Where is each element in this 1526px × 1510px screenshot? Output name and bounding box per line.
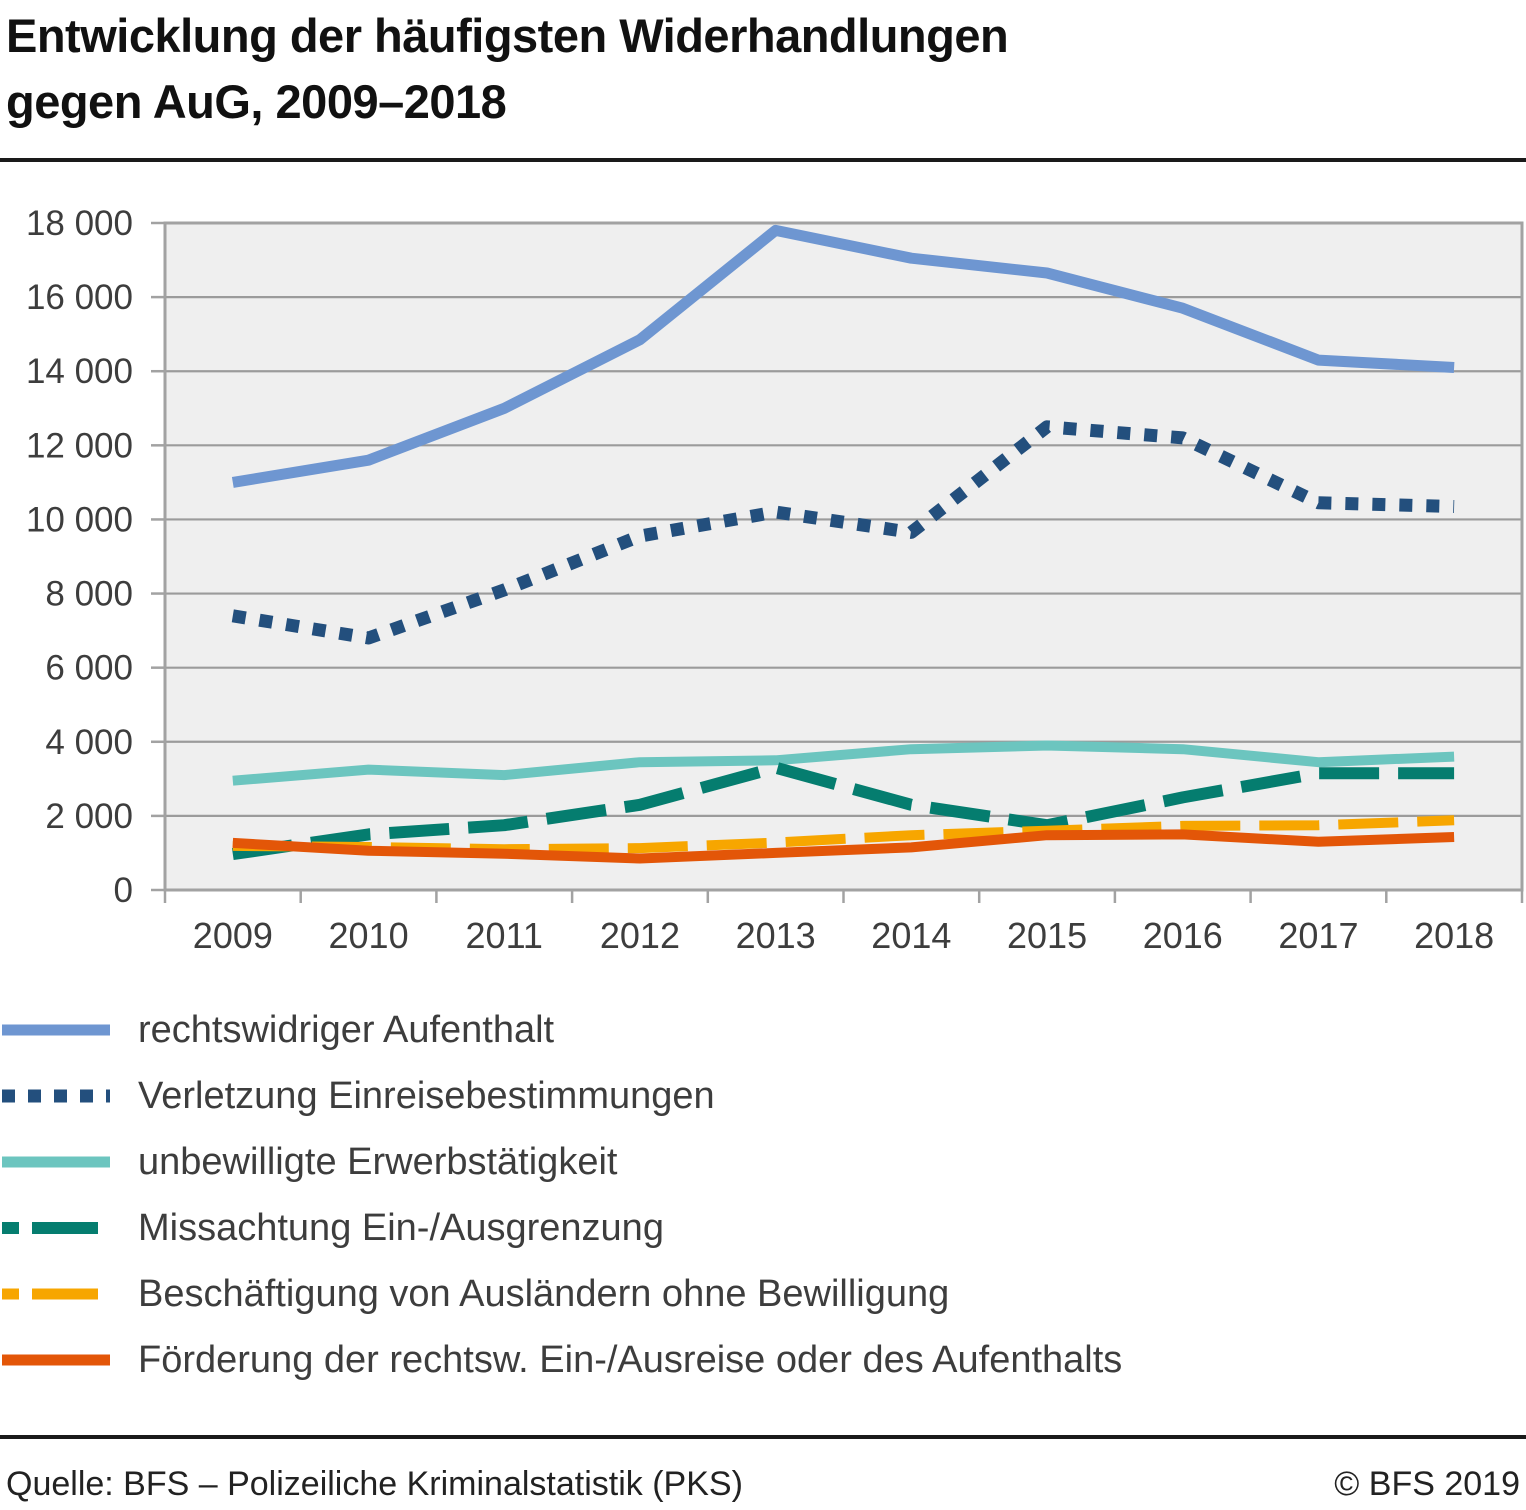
x-axis-label: 2010 (329, 915, 409, 956)
legend-item: rechtswidriger Aufenthalt (0, 1008, 554, 1052)
legend-label: Förderung der rechtsw. Ein-/Ausreise ode… (138, 1338, 1123, 1381)
y-axis-label: 16 000 (26, 278, 133, 317)
y-axis-label: 10 000 (26, 500, 133, 539)
legend-swatch-solid-line (2, 1156, 110, 1168)
x-axis-label: 2017 (1278, 915, 1358, 956)
legend-label: Beschäftigung von Ausländern ohne Bewill… (138, 1272, 950, 1315)
title-divider (0, 158, 1526, 162)
series-line-missachtung-ein-ausgrenzung (231, 761, 1455, 861)
legend-swatch-solid-line (2, 1354, 110, 1366)
legend-item: unbewilligte Erwerbstätigkeit (0, 1140, 617, 1184)
page-title-line1: Entwicklung der häufigsten Widerhandlung… (6, 9, 1009, 62)
series-line-verletzung-einreisebestimmungen (231, 420, 1455, 645)
plot-frame (163, 221, 1524, 892)
legend-item: Beschäftigung von Ausländern ohne Bewill… (0, 1272, 949, 1316)
legend-item: Missachtung Ein-/Ausgrenzung (0, 1206, 664, 1250)
legend-label: Verletzung Einreisebestimmungen (138, 1074, 715, 1117)
y-axis-label: 2 000 (45, 797, 133, 836)
series-line-rechtswidriger-aufenthalt (231, 224, 1455, 488)
y-axis-label: 4 000 (45, 723, 133, 762)
y-axis-label: 18 000 (26, 204, 133, 243)
legend-label: unbewilligte Erwerbstätigkeit (138, 1140, 618, 1183)
x-axis-label: 2009 (193, 915, 273, 956)
y-axis-label: 14 000 (26, 352, 133, 391)
legend-label: Missachtung Ein-/Ausgrenzung (138, 1206, 664, 1249)
footer-divider (0, 1435, 1526, 1439)
plot-area (165, 223, 1522, 890)
series-line-unbewilligte-erwerbstätigkeit (232, 740, 1455, 786)
x-axis-label: 2018 (1414, 915, 1494, 956)
y-axis-label: 8 000 (45, 575, 133, 614)
x-axis-label: 2011 (466, 915, 543, 956)
y-axis-label: 6 000 (45, 649, 133, 688)
y-axis-label: 12 000 (26, 426, 133, 465)
legend-label: rechtswidriger Aufenthalt (138, 1008, 555, 1051)
x-axis-label: 2016 (1143, 915, 1223, 956)
series-line-förderung-der-rechtsw-ein-ausreise-oder-des-aufenthalts (232, 829, 1455, 864)
x-axis-label: 2015 (1007, 915, 1087, 956)
legend-swatch-dotted-line (2, 1089, 110, 1103)
legend-item: Förderung der rechtsw. Ein-/Ausreise ode… (0, 1338, 1122, 1382)
page-title-line2: gegen AuG, 2009–2018 (6, 75, 507, 128)
legend-swatch-dashed-line (2, 1222, 110, 1234)
legend-swatch-dashed-line (2, 1288, 110, 1300)
chart-svg: 0 2 000 4 000 6 000 8 000 10 000 12 000 14 000 1… (26, 204, 1524, 956)
x-axis-label: 2012 (600, 915, 680, 956)
x-axis-label: 2014 (871, 915, 951, 956)
legend-swatch-solid-line (2, 1024, 110, 1036)
source-note: Quelle: BFS – Polizeiliche Kriminalstati… (6, 1465, 743, 1503)
legend-item: Verletzung Einreisebestimmungen (0, 1074, 715, 1118)
x-axis-label: 2013 (736, 915, 816, 956)
y-axis-label: 0 (114, 871, 133, 910)
copyright-note: © BFS 2019 (1334, 1465, 1520, 1503)
